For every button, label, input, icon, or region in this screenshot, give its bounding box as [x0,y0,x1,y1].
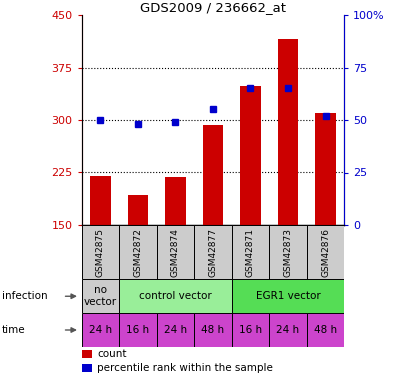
Text: count: count [98,349,127,359]
Bar [203,125,223,225]
Bar [165,177,186,225]
Bar [82,279,119,313]
Bar [119,313,157,347]
Bar [119,279,232,313]
Bar [127,195,148,225]
Bar [307,225,344,279]
Bar [240,86,261,225]
Text: time: time [2,325,25,335]
Title: GDS2009 / 236662_at: GDS2009 / 236662_at [140,1,286,14]
Text: no
vector: no vector [84,285,117,307]
Bar [90,176,111,225]
Text: GSM42874: GSM42874 [171,228,180,277]
Bar [157,225,194,279]
Text: GSM42877: GSM42877 [209,228,217,277]
Bar [315,113,336,225]
Text: percentile rank within the sample: percentile rank within the sample [98,363,273,373]
Bar [194,313,232,347]
Bar [269,225,307,279]
Text: 24 h: 24 h [164,325,187,335]
Text: control vector: control vector [139,291,212,301]
Text: GSM42876: GSM42876 [321,228,330,277]
Text: 48 h: 48 h [201,325,224,335]
Bar [194,225,232,279]
Bar [232,225,269,279]
Bar [232,279,344,313]
Text: GSM42871: GSM42871 [246,228,255,277]
Bar [82,364,92,372]
Bar [82,225,119,279]
Bar [232,313,269,347]
Text: EGR1 vector: EGR1 vector [256,291,320,301]
Bar [82,313,119,347]
Text: 16 h: 16 h [239,325,262,335]
Text: GSM42872: GSM42872 [133,228,142,277]
Text: infection: infection [2,291,48,301]
Bar [307,313,344,347]
Text: GSM42875: GSM42875 [96,228,105,277]
Text: 48 h: 48 h [314,325,337,335]
Text: GSM42873: GSM42873 [283,228,293,277]
Text: 16 h: 16 h [126,325,149,335]
Bar [82,350,92,358]
Text: 24 h: 24 h [277,325,300,335]
Bar [269,313,307,347]
Bar [157,313,194,347]
Bar [119,225,157,279]
Text: 24 h: 24 h [89,325,112,335]
Bar [278,39,298,225]
